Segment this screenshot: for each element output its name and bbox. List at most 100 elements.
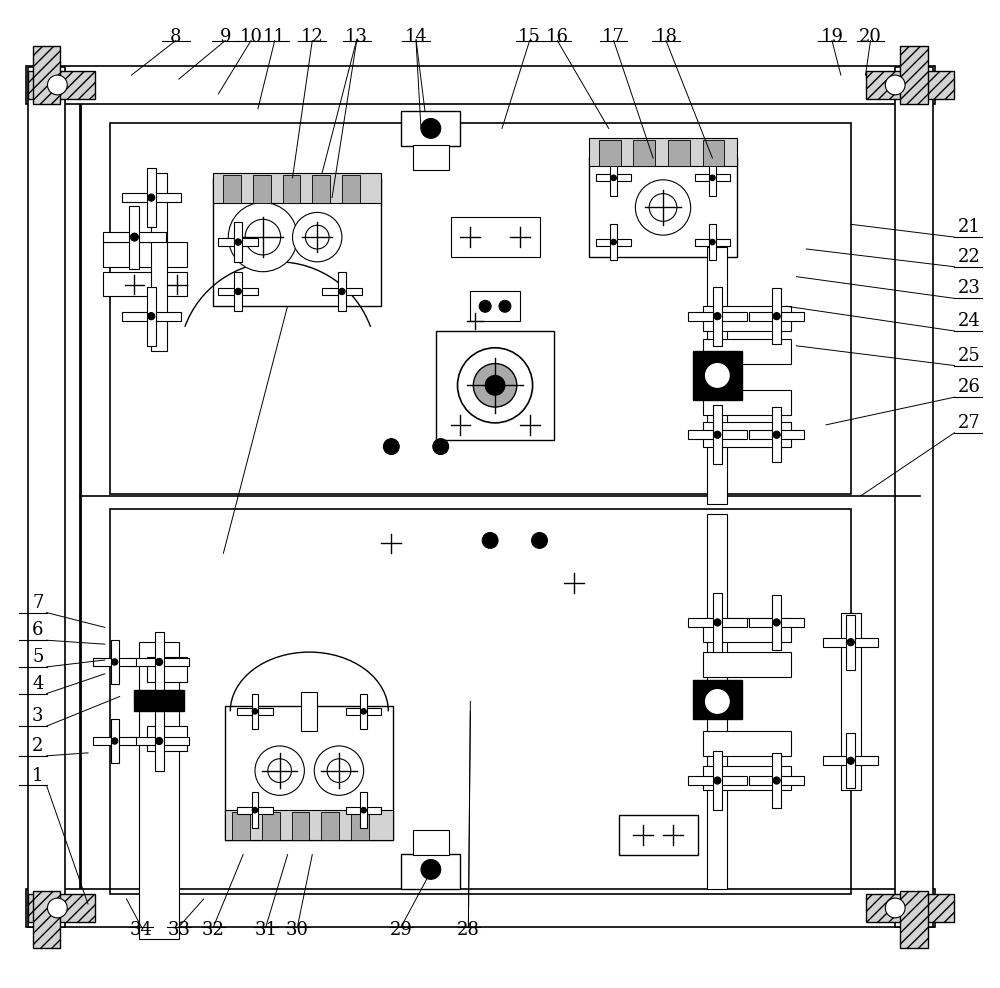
Circle shape xyxy=(706,690,729,713)
Bar xyxy=(155,711,164,771)
Circle shape xyxy=(327,759,351,782)
Bar xyxy=(703,731,791,756)
Text: 28: 28 xyxy=(457,921,480,939)
Bar xyxy=(111,719,119,763)
Bar xyxy=(283,175,300,203)
Circle shape xyxy=(847,757,854,765)
Circle shape xyxy=(252,807,258,813)
Circle shape xyxy=(635,180,691,235)
Bar xyxy=(823,638,878,647)
Bar xyxy=(129,737,189,746)
Circle shape xyxy=(235,239,241,245)
Circle shape xyxy=(479,300,491,312)
Circle shape xyxy=(773,431,780,439)
Text: 18: 18 xyxy=(654,28,677,45)
Bar xyxy=(360,694,367,729)
Bar xyxy=(713,593,722,652)
Bar xyxy=(103,272,187,296)
Text: 33: 33 xyxy=(167,921,190,939)
Circle shape xyxy=(268,759,292,782)
Bar xyxy=(342,175,360,203)
Bar xyxy=(33,46,60,104)
Circle shape xyxy=(611,175,616,181)
Bar xyxy=(589,158,737,257)
Text: 7: 7 xyxy=(32,594,44,612)
Circle shape xyxy=(148,194,155,202)
Bar xyxy=(232,812,250,840)
Text: 16: 16 xyxy=(546,28,569,45)
Bar xyxy=(709,224,716,260)
Circle shape xyxy=(714,777,721,784)
Bar xyxy=(312,175,330,203)
Bar xyxy=(713,287,722,346)
Circle shape xyxy=(847,638,854,646)
Circle shape xyxy=(482,533,498,548)
Text: 21: 21 xyxy=(957,218,980,236)
Bar xyxy=(147,287,156,346)
Circle shape xyxy=(433,439,449,454)
Text: 17: 17 xyxy=(602,28,625,45)
Circle shape xyxy=(773,777,780,784)
Bar xyxy=(252,694,258,729)
Bar xyxy=(351,812,369,840)
Circle shape xyxy=(473,364,517,407)
Bar xyxy=(772,595,781,650)
Bar xyxy=(237,707,273,715)
Bar xyxy=(695,238,730,245)
Bar xyxy=(147,726,187,751)
Circle shape xyxy=(47,898,67,918)
Circle shape xyxy=(714,312,721,320)
Bar xyxy=(703,766,791,790)
Text: 8: 8 xyxy=(170,28,182,45)
Bar xyxy=(111,640,119,684)
Text: 14: 14 xyxy=(405,28,427,45)
Bar xyxy=(703,306,791,331)
Text: 20: 20 xyxy=(859,28,882,45)
Bar xyxy=(253,175,271,203)
Text: 4: 4 xyxy=(32,675,44,693)
Text: 3: 3 xyxy=(32,707,44,725)
Circle shape xyxy=(314,746,364,795)
Bar xyxy=(134,690,184,711)
Text: 31: 31 xyxy=(254,921,277,939)
Bar xyxy=(129,206,139,269)
Circle shape xyxy=(361,807,366,813)
Bar xyxy=(900,891,928,948)
Circle shape xyxy=(339,288,345,294)
Bar xyxy=(900,46,928,104)
Bar xyxy=(252,792,258,828)
Text: 32: 32 xyxy=(202,921,225,939)
Bar xyxy=(703,652,791,677)
Bar xyxy=(713,751,722,810)
Bar xyxy=(213,178,381,306)
Text: 27: 27 xyxy=(957,414,980,432)
Bar xyxy=(866,71,954,99)
Bar xyxy=(110,509,851,894)
Circle shape xyxy=(706,364,729,387)
Bar xyxy=(122,194,181,203)
Bar xyxy=(28,67,65,927)
Bar xyxy=(28,894,95,922)
Circle shape xyxy=(710,175,715,181)
Circle shape xyxy=(361,708,366,714)
Circle shape xyxy=(710,239,715,245)
Bar xyxy=(147,168,156,227)
Text: 26: 26 xyxy=(957,378,980,396)
Bar xyxy=(218,238,258,246)
Circle shape xyxy=(485,375,505,395)
Circle shape xyxy=(499,300,511,312)
Bar xyxy=(749,777,804,784)
Bar xyxy=(346,806,381,814)
Bar xyxy=(103,242,187,267)
Circle shape xyxy=(383,439,399,454)
Bar xyxy=(596,174,631,181)
Bar xyxy=(688,430,747,439)
Bar xyxy=(103,232,166,242)
Circle shape xyxy=(293,212,342,262)
Bar xyxy=(693,680,742,719)
Bar xyxy=(707,514,727,889)
Bar xyxy=(841,613,861,790)
Bar xyxy=(668,140,690,166)
Text: 6: 6 xyxy=(32,621,44,639)
Text: 13: 13 xyxy=(345,28,368,45)
